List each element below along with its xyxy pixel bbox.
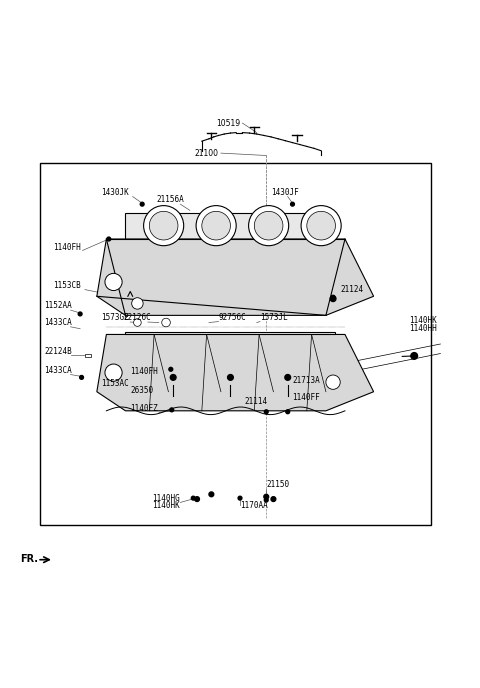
Circle shape: [271, 497, 276, 502]
Text: 1170AA: 1170AA: [240, 501, 268, 510]
Circle shape: [132, 298, 143, 309]
Circle shape: [330, 296, 336, 301]
Text: 1140FF: 1140FF: [292, 394, 320, 402]
Text: 1140HK: 1140HK: [152, 501, 180, 510]
Text: 1153AC: 1153AC: [102, 378, 129, 387]
Circle shape: [209, 492, 214, 497]
Circle shape: [196, 206, 236, 246]
Circle shape: [170, 374, 176, 380]
Circle shape: [249, 206, 288, 246]
Text: FR.: FR.: [21, 554, 38, 563]
Circle shape: [264, 498, 268, 502]
Text: 1430JF: 1430JF: [271, 188, 299, 197]
Circle shape: [144, 206, 184, 246]
Circle shape: [78, 312, 82, 316]
Text: 1140FH: 1140FH: [53, 242, 81, 252]
Circle shape: [238, 496, 242, 500]
Polygon shape: [125, 332, 336, 334]
Circle shape: [331, 295, 335, 299]
Text: 1140FH: 1140FH: [130, 367, 158, 376]
Text: 1433CA: 1433CA: [44, 365, 72, 375]
Circle shape: [254, 211, 283, 240]
Text: 92756C: 92756C: [218, 312, 246, 322]
Text: 10519: 10519: [216, 118, 240, 127]
Polygon shape: [97, 239, 373, 315]
Text: 1140FZ: 1140FZ: [130, 404, 158, 413]
Circle shape: [195, 497, 199, 502]
Circle shape: [301, 206, 341, 246]
Bar: [85, 354, 91, 357]
Circle shape: [285, 374, 290, 380]
Circle shape: [264, 494, 269, 499]
Text: 21114: 21114: [245, 397, 268, 406]
Text: 1573JL: 1573JL: [260, 312, 288, 322]
Text: 21713A: 21713A: [292, 376, 320, 385]
Text: 21124: 21124: [340, 286, 363, 294]
Circle shape: [326, 375, 340, 389]
Circle shape: [80, 376, 84, 379]
Circle shape: [105, 273, 122, 290]
Circle shape: [107, 237, 111, 241]
FancyBboxPatch shape: [39, 162, 431, 526]
Circle shape: [140, 202, 144, 206]
Circle shape: [149, 211, 178, 240]
Text: 21150: 21150: [266, 480, 289, 489]
Text: 1152AA: 1152AA: [44, 301, 72, 310]
Polygon shape: [97, 334, 373, 411]
Circle shape: [290, 202, 294, 206]
Circle shape: [264, 410, 268, 413]
Circle shape: [228, 374, 233, 380]
Circle shape: [170, 408, 174, 411]
Circle shape: [411, 352, 418, 359]
Text: 1140HK: 1140HK: [409, 316, 437, 325]
Circle shape: [192, 496, 195, 500]
Circle shape: [133, 319, 141, 326]
Circle shape: [169, 367, 173, 372]
Text: 1433CA: 1433CA: [44, 318, 72, 327]
Text: 21100: 21100: [194, 149, 218, 158]
Text: 1140HG: 1140HG: [152, 493, 180, 502]
Text: 26350: 26350: [130, 386, 154, 395]
Text: 22126C: 22126C: [123, 313, 151, 322]
Text: 1573GE: 1573GE: [102, 313, 129, 322]
Circle shape: [202, 211, 230, 240]
Circle shape: [162, 319, 170, 327]
Circle shape: [307, 211, 336, 240]
Text: 1140HH: 1140HH: [409, 323, 437, 332]
Polygon shape: [125, 213, 336, 239]
Circle shape: [286, 410, 289, 413]
Text: 1153CB: 1153CB: [53, 281, 81, 290]
Text: 1430JK: 1430JK: [102, 188, 129, 197]
Circle shape: [105, 364, 122, 381]
Text: 21156A: 21156A: [156, 195, 184, 204]
Text: 22124B: 22124B: [44, 347, 72, 356]
